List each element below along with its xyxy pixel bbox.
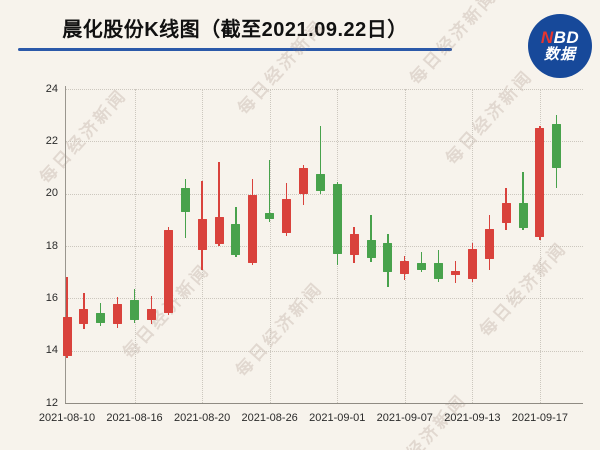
candle-wick xyxy=(218,162,220,246)
candle-body xyxy=(96,313,106,323)
y-gridline xyxy=(65,89,583,90)
candle-body xyxy=(501,202,511,223)
candle-body xyxy=(434,263,444,280)
candle-body xyxy=(282,198,292,233)
x-gridline xyxy=(539,89,541,403)
y-gridline xyxy=(65,350,583,352)
candle-body xyxy=(79,308,89,325)
y-axis-tick-label: 20 xyxy=(45,187,58,200)
candle-body xyxy=(400,260,410,274)
nbd-logo: NBD 数据 xyxy=(528,14,592,78)
y-gridline xyxy=(65,298,583,300)
x-axis-tick-label: 2021-08-26 xyxy=(241,412,298,424)
x-axis-tick-label: 2021-08-16 xyxy=(106,412,163,424)
candle-body xyxy=(383,243,393,272)
nbd-logo-text: NBD xyxy=(541,29,579,47)
candle-body xyxy=(214,216,224,244)
candle-wick xyxy=(522,171,524,231)
candle-body xyxy=(298,167,308,194)
y-gridline xyxy=(65,246,583,247)
y-axis-tick-label: 24 xyxy=(45,82,58,95)
candle-wick xyxy=(370,215,372,262)
x-gridline xyxy=(404,89,406,403)
x-axis-line xyxy=(65,403,583,404)
nbd-logo-sub: 数据 xyxy=(543,46,576,64)
candle-wick xyxy=(319,125,321,194)
x-gridline xyxy=(134,89,136,403)
nbd-logo-bd: BD xyxy=(553,28,580,48)
y-axis-tick-label: 16 xyxy=(45,291,58,304)
y-axis-line xyxy=(65,86,66,403)
chart-title: 晨化股份K线图（截至2021.09.22日） xyxy=(62,19,408,41)
candle-body xyxy=(231,224,241,255)
candle-body xyxy=(130,299,140,321)
candle-wick xyxy=(421,251,423,273)
x-axis-tick-label: 2021-09-07 xyxy=(376,412,433,424)
candle-body xyxy=(146,308,156,321)
candle-body xyxy=(180,188,190,212)
candle-body xyxy=(265,212,275,220)
candle-body xyxy=(113,303,123,324)
candle-body xyxy=(552,124,562,169)
x-axis-tick-label: 2021-09-17 xyxy=(511,412,569,424)
candle-body xyxy=(62,317,72,356)
candle-body xyxy=(349,233,359,255)
candle-body xyxy=(248,194,258,263)
y-axis-tick-label: 18 xyxy=(45,239,58,252)
candle-body xyxy=(450,270,460,276)
candle-body xyxy=(197,218,207,250)
candle-body xyxy=(518,202,528,229)
x-gridline xyxy=(269,89,271,403)
y-axis-tick-label: 22 xyxy=(45,134,58,147)
candle-wick xyxy=(269,159,271,222)
candle-body xyxy=(467,249,477,280)
y-gridline xyxy=(65,193,583,195)
candle-body xyxy=(366,239,376,259)
x-axis-tick-label: 2021-09-01 xyxy=(309,412,366,424)
y-gridline xyxy=(65,141,583,143)
candle-body xyxy=(417,263,427,271)
candle-body xyxy=(332,184,342,254)
y-axis-tick-label: 14 xyxy=(45,344,58,357)
y-axis-tick-label: 12 xyxy=(45,396,58,409)
nbd-logo-n: N xyxy=(540,28,554,48)
candle-body xyxy=(484,229,494,260)
candle-body xyxy=(535,128,545,238)
x-axis-tick-label: 2021-08-10 xyxy=(38,412,96,424)
title-underline xyxy=(18,48,452,51)
candle-body xyxy=(163,230,173,313)
candle-body xyxy=(315,174,325,192)
x-axis-tick-label: 2021-09-13 xyxy=(444,412,501,424)
x-axis-tick-label: 2021-08-20 xyxy=(173,412,231,424)
